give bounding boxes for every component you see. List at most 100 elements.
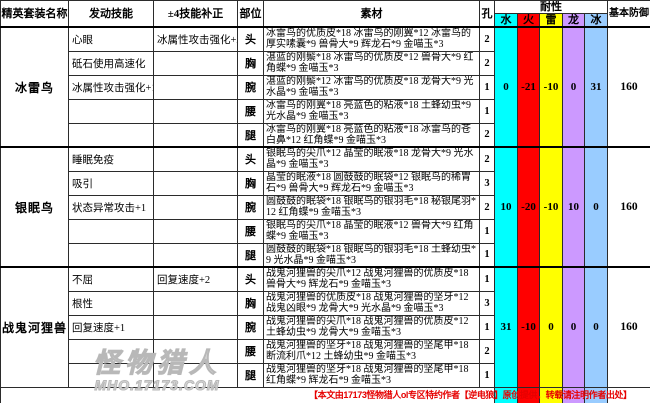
bonus-cell xyxy=(153,218,238,244)
part-cell: 腰 xyxy=(237,338,264,364)
slots-cell: 2 xyxy=(479,122,495,148)
defense-cell: 160 xyxy=(607,146,650,268)
resist-dragon-cell: 10 xyxy=(562,146,585,268)
materials-cell: 晶莹的眠液*18 圆鼓鼓的眠袋*12 银眠鸟的稀胃石*9 兽骨大*9 辉龙石*9… xyxy=(263,170,480,196)
bonus-cell xyxy=(153,194,238,220)
part-cell: 腰 xyxy=(237,98,264,124)
materials-cell: 湛蓝的刚鬃*18 冰雷鸟的优质皮*12 兽骨大*9 红角蝶*9 金喵玉*3 xyxy=(263,50,480,76)
bonus-cell: 回复速度+2 xyxy=(153,266,238,292)
slots-cell: 1 xyxy=(479,314,495,340)
armor-row: 腿 圆鼓鼓的眠袋*18 银眠鸟的银羽毛*18 土蜂幼虫*9 光水晶*9 金喵玉*… xyxy=(1,242,650,268)
materials-cell: 冰雷鸟的刚翼*18 亮蓝色的粘液*18 冰雷鸟的苍白鼻*12 红角蝶*9 金喵玉… xyxy=(263,122,480,148)
slots-cell: 1 xyxy=(479,218,495,244)
skill-cell xyxy=(68,338,154,364)
slots-cell: 3 xyxy=(479,170,495,196)
resist-ice-cell: 0 xyxy=(583,146,609,268)
materials-cell: 战鬼河狸兽的坚牙*18 战鬼河狸兽的坚尾甲*18 断流利爪*12 土蜂幼虫*9 … xyxy=(263,338,480,364)
bonus-cell xyxy=(153,74,238,100)
resist-dragon-cell: 0 xyxy=(562,266,585,388)
skill-cell: 睡眠免疫 xyxy=(68,146,154,172)
materials-cell: 银眠鸟的尖爪*12 晶莹的眠液*18 龙骨大*9 光水晶*9 金喵玉*3 xyxy=(263,146,480,172)
armor-row: 战鬼河狸兽 不屈 回复速度+2 头 战鬼河狸兽的尖爪*12 战鬼河狸兽的优质皮*… xyxy=(0,266,650,388)
part-cell: 腰 xyxy=(237,218,264,244)
bonus-cell xyxy=(153,242,238,268)
skill-cell: 回复速度+1 xyxy=(68,314,154,340)
attribution-note: 【本文由17173怪物猎人ol专区特约作者【逆电狼】原创提供，转载请注明作者出处… xyxy=(309,390,632,400)
skill-cell xyxy=(68,242,154,268)
materials-cell: 湛蓝的刚鬃*12 冰雷鸟的优质皮*18 龙骨大*9 光水晶*9 金喵玉*3 xyxy=(263,74,480,100)
part-cell: 腿 xyxy=(237,362,264,388)
skill-cell: 心眼 xyxy=(68,26,154,52)
skill-cell xyxy=(68,362,154,388)
skill-cell: 砥石使用高速化 xyxy=(68,50,154,76)
col-header-resist-water: 水 xyxy=(494,13,518,28)
skill-cell: 吸引 xyxy=(68,170,154,196)
defense-cell: 160 xyxy=(607,26,650,148)
col-header-resist-thunder: 雷 xyxy=(539,13,563,28)
part-cell: 头 xyxy=(237,146,264,172)
col-header-bonus: ±4技能补正 xyxy=(153,0,238,28)
resist-dragon-cell: 0 xyxy=(562,26,585,148)
slots-cell: 1 xyxy=(479,98,495,124)
slots-cell: 2 xyxy=(479,146,495,172)
bonus-cell xyxy=(153,338,238,364)
skill-cell: 根性 xyxy=(68,290,154,316)
part-cell: 胸 xyxy=(237,50,264,76)
part-cell: 腿 xyxy=(237,242,264,268)
resist-water-cell: 0 xyxy=(494,26,518,148)
bonus-cell xyxy=(153,290,238,316)
slots-cell: 2 xyxy=(479,50,495,76)
skill-cell xyxy=(68,98,154,124)
set-name: 战鬼河狸兽 xyxy=(0,266,69,388)
armor-row: 吸引 胸 晶莹的眠液*18 圆鼓鼓的眠袋*12 银眠鸟的稀胃石*9 兽骨大*9 … xyxy=(1,170,650,196)
resist-water-cell: 10 xyxy=(494,146,518,268)
materials-cell: 战鬼河狸兽的优质皮*18 战鬼河狸兽的坚牙*12 战鬼凶眼*9 龙骨大*9 光水… xyxy=(263,290,480,316)
footer-ice-cell xyxy=(583,386,609,403)
col-header-set-name: 精英套装名称 xyxy=(0,0,69,28)
set-name: 冰雷鸟 xyxy=(0,26,69,148)
resist-thunder-cell: 0 xyxy=(539,266,563,388)
materials-cell: 冰雷鸟的刚翼*18 亮蓝色的粘液*18 土蜂幼虫*9 光水晶*9 金喵玉*3 xyxy=(263,98,480,124)
resist-ice-cell: 31 xyxy=(583,26,609,148)
resist-thunder-cell: -10 xyxy=(539,26,563,148)
part-cell: 胸 xyxy=(237,290,264,316)
resist-water-cell: 31 xyxy=(494,266,518,388)
set-name: 银眠鸟 xyxy=(0,146,69,268)
bonus-cell xyxy=(153,122,238,148)
col-header-resist-ice: 冰 xyxy=(583,13,609,28)
armor-row: 根性 胸 战鬼河狸兽的优质皮*18 战鬼河狸兽的坚牙*12 战鬼凶眼*9 龙骨大… xyxy=(1,290,650,316)
resist-fire-cell: -21 xyxy=(517,26,540,148)
skill-cell: 冰属性攻击强化+1 xyxy=(68,74,154,100)
col-header-resist: 耐性 xyxy=(493,0,609,14)
col-header-materials: 素材 xyxy=(263,0,480,28)
defense-cell: 160 xyxy=(607,266,650,388)
armor-row: 冰雷鸟 心眼 冰属性攻击强化+2 头 冰雷鸟的优质皮*18 冰雷鸟的刚翼*12 … xyxy=(0,26,650,148)
armor-row: 腰 战鬼河狸兽的坚牙*18 战鬼河狸兽的坚尾甲*18 断流利爪*12 土蜂幼虫*… xyxy=(1,338,650,364)
part-cell: 腕 xyxy=(237,194,264,220)
part-cell: 头 xyxy=(237,266,264,292)
resist-fire-cell: -10 xyxy=(517,266,540,388)
armor-row: 腿 战鬼河狸兽的坚牙*18 战鬼河狸兽的坚尾甲*18 红角蝶*9 辉龙石*9 金… xyxy=(1,362,650,388)
footer-water-cell xyxy=(494,386,518,403)
slots-cell: 2 xyxy=(479,338,495,364)
part-cell: 胸 xyxy=(237,170,264,196)
slots-cell: 3 xyxy=(479,290,495,316)
col-header-skill: 发动技能 xyxy=(68,0,154,28)
materials-cell: 银眠鸟的尖爪*18 晶莹的眠液*12 兽骨大*9 红角蝶*9 金喵玉*3 xyxy=(263,218,480,244)
part-cell: 腕 xyxy=(237,74,264,100)
bonus-cell xyxy=(153,362,238,388)
armor-row: 砥石使用高速化 胸 湛蓝的刚鬃*18 冰雷鸟的优质皮*12 兽骨大*9 红角蝶*… xyxy=(1,50,650,76)
resist-fire-cell: -20 xyxy=(517,146,540,268)
skill-cell: 状态异常攻击+1 xyxy=(68,194,154,220)
col-header-part: 部位 xyxy=(237,0,264,28)
skill-cell xyxy=(68,122,154,148)
bonus-cell xyxy=(153,50,238,76)
slots-cell: 1 xyxy=(479,242,495,268)
footer-row xyxy=(0,386,650,403)
materials-cell: 战鬼河狸兽的尖爪*18 战鬼河狸兽的优质皮*12 土蜂幼虫*9 龙骨大*9 金喵… xyxy=(263,314,480,340)
part-cell: 腿 xyxy=(237,122,264,148)
resist-thunder-cell: -10 xyxy=(539,146,563,268)
armor-row: 银眠鸟 睡眠免疫 头 银眠鸟的尖爪*12 晶莹的眠液*18 龙骨大*9 光水晶*… xyxy=(0,146,650,268)
